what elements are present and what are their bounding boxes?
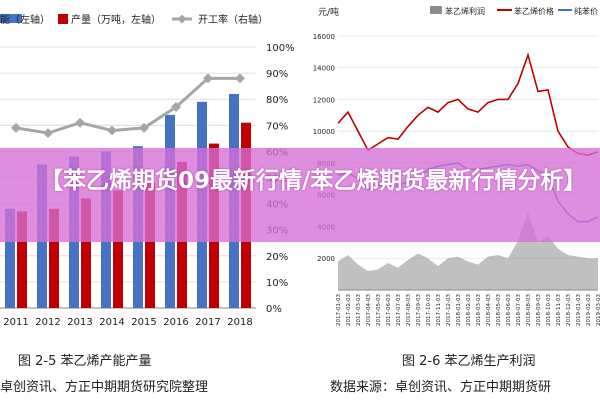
right-x-tick-label: 2019-03-03	[596, 294, 600, 326]
left-caption: 图 2-5 苯乙烯产能产量	[18, 354, 152, 369]
output-bar	[113, 190, 123, 308]
right-x-tick-label: 2018-05-03	[496, 294, 502, 326]
output-bar	[17, 211, 27, 308]
right-x-tick-label: 2018-07-03	[516, 294, 522, 326]
legend-profit-label: 苯乙烯利润	[445, 6, 485, 16]
right-x-tick-label: 2018-10-03	[546, 294, 552, 326]
right-y-tick-label: 10000	[313, 128, 335, 136]
left-y2-tick-label: 10%	[266, 278, 288, 289]
left-source: 卓创资讯、方正中期期货研究院整理	[0, 380, 209, 395]
rate-point	[107, 125, 117, 136]
legend-output-label: 产量（万吨，左轴）	[71, 13, 161, 26]
right-legend: 苯乙烯利润 苯乙烯价格 纯苯价	[430, 6, 598, 16]
right-caption: 图 2-6 苯乙烯生产利润	[402, 354, 536, 369]
left-x-tick-label: 2015	[131, 317, 156, 328]
right-x-tick-label: 2017-03-03	[356, 294, 362, 326]
right-x-tick-label: 2017-10-03	[426, 294, 432, 326]
right-y-tick-label: 14000	[313, 65, 335, 73]
output-bar	[81, 198, 91, 308]
right-x-tick-label: 2017-05-03	[376, 294, 382, 326]
right-y-tick-label: 12000	[313, 96, 335, 104]
left-x-ticks: 2011 2012 2013 2014 2015 2016 2017 2018	[3, 317, 252, 328]
right-x-tick-label: 2019-01-03	[576, 294, 582, 326]
legend-output-swatch	[58, 14, 68, 24]
right-x-tick-label: 2017-01-03	[336, 294, 342, 326]
rate-series-line	[15, 76, 240, 135]
right-x-tick-label: 2018-06-03	[506, 294, 512, 326]
legend-capacity-label: 能（左轴）	[0, 13, 50, 26]
right-x-tick-label: 2018-09-03	[536, 294, 542, 326]
left-y2-tick-label: 90%	[266, 69, 288, 80]
right-x-tick-label: 2018-12-03	[566, 294, 572, 326]
left-y2-tick-label: 20%	[266, 252, 288, 263]
price-series-line	[337, 52, 599, 156]
right-x-tick-label: 2017-04-03	[366, 294, 372, 326]
rate-point	[203, 73, 213, 84]
right-y-tick-label: 16000	[313, 33, 335, 41]
overlay-title[interactable]: 【苯乙烯期货09最新行情/苯乙烯期货最新行情分析】	[40, 168, 587, 194]
right-x-tick-label: 2018-01-03	[456, 294, 462, 326]
rate-point	[171, 102, 181, 113]
left-x-tick-label: 2013	[67, 317, 92, 328]
right-x-tick-label: 2017-11-03	[436, 294, 442, 326]
legend-price-label: 苯乙烯价格	[514, 6, 554, 16]
title-overlay-banner: 【苯乙烯期货09最新行情/苯乙烯期货最新行情分析】	[0, 148, 600, 242]
left-x-tick-label: 2017	[195, 317, 220, 328]
left-y2-tick-label: 100%	[266, 43, 295, 54]
left-y2-tick-label: 80%	[266, 95, 288, 106]
left-legend: 能（左轴） 产量（万吨，左轴） 开工率（右轴）	[0, 13, 268, 26]
left-y2-tick-label: 70%	[266, 121, 288, 132]
left-y2-tick-label: 0%	[266, 304, 282, 315]
right-x-tick-label: 2017-02-03	[346, 294, 352, 326]
right-x-tick-label: 2018-03-03	[476, 294, 482, 326]
left-x-tick-label: 2016	[163, 317, 188, 328]
right-x-tick-label: 2017-08-03	[406, 294, 412, 326]
right-x-tick-label: 2017-07-03	[396, 294, 402, 326]
capacity-bar	[5, 208, 15, 308]
output-bar	[145, 182, 155, 308]
left-x-tick-label: 2011	[3, 317, 28, 328]
right-unit-label: 元/吨	[318, 6, 339, 18]
rate-point	[139, 122, 149, 133]
rate-point	[11, 122, 21, 133]
legend-profit-swatch	[430, 6, 442, 14]
right-x-tick-label: 2018-02-03	[466, 294, 472, 326]
rate-point	[43, 128, 53, 139]
legend-benzene-label: 纯苯价	[574, 6, 598, 16]
rate-point	[75, 117, 85, 128]
right-x-tick-label: 2018-08-03	[526, 294, 532, 326]
legend-rate-marker	[177, 14, 187, 24]
right-x-tick-label: 2018-11-03	[556, 294, 562, 326]
right-x-ticks: 2017-01-03 2017-02-03 2017-03-03 2017-04-03…	[336, 294, 600, 326]
rate-point	[235, 73, 245, 84]
left-x-tick-label: 2014	[99, 317, 124, 328]
right-x-tick-label: 2018-04-03	[486, 294, 492, 326]
legend-capacity-swatch	[0, 14, 22, 23]
right-x-tick-label: 2017-09-03	[416, 294, 422, 326]
right-x-tick-label: 2017-12-03	[446, 294, 452, 326]
legend-rate-label: 开工率（右轴）	[198, 13, 268, 26]
left-x-tick-label: 2012	[35, 317, 60, 328]
output-bar	[49, 208, 59, 308]
right-x-tick-label: 2017-06-03	[386, 294, 392, 326]
right-y-tick-label: 2000	[317, 255, 335, 263]
right-x-tick-label: 2019-02-03	[586, 294, 592, 326]
left-x-tick-label: 2018	[227, 317, 252, 328]
left-rate-line	[11, 73, 245, 139]
right-source: 数据来源：卓创资讯、方正中期期货研	[330, 380, 552, 395]
